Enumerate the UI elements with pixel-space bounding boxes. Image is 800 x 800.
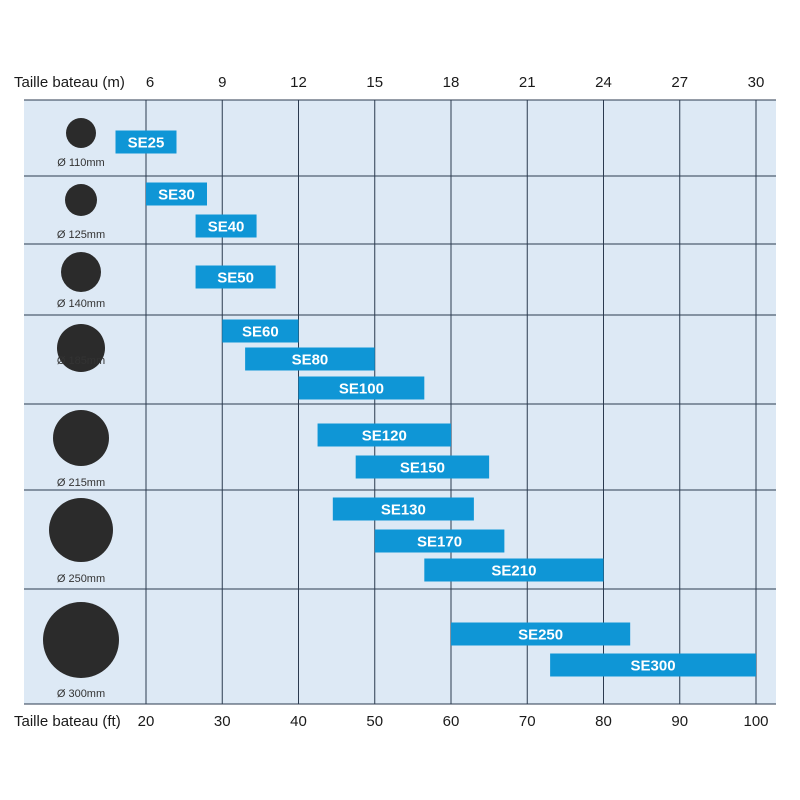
top-tick-label: 27: [671, 74, 688, 91]
bottom-tick-label: 60: [443, 713, 460, 730]
diameter-circle: [53, 410, 109, 466]
range-bar-label: SE300: [631, 658, 676, 675]
diameter-label: Ø 125mm: [57, 229, 105, 241]
range-bar-label: SE80: [292, 352, 329, 369]
diameter-label: Ø 110mm: [57, 157, 104, 169]
grid-layer: [24, 99, 776, 705]
diameter-label: Ø 140mm: [57, 298, 105, 310]
range-bar: [222, 319, 299, 343]
bottom-tick-label: 40: [290, 713, 307, 730]
top-axis-title: Taille bateau (m): [14, 74, 125, 91]
range-bar: [550, 653, 756, 677]
range-bar: [317, 423, 451, 447]
range-bar-label: SE210: [491, 563, 536, 580]
bottom-tick-label: 30: [214, 713, 231, 730]
range-bar-label: SE60: [242, 324, 279, 341]
diameter-circle: [57, 324, 105, 372]
bottom-tick-label: 90: [671, 713, 688, 730]
diameter-circle: [66, 118, 96, 148]
range-bar: [374, 529, 505, 553]
range-bar-label: SE25: [128, 135, 165, 152]
range-bar-label: SE50: [217, 270, 254, 287]
diameter-label: Ø 300mm: [57, 688, 105, 700]
diameter-label: Ø 215mm: [57, 477, 105, 489]
range-bar-label: SE150: [400, 460, 445, 477]
bottom-tick-label: 100: [743, 713, 768, 730]
diameter-circle: [43, 602, 119, 678]
range-bar: [146, 182, 207, 206]
range-bar: [355, 455, 490, 479]
top-tick-label: 9: [218, 74, 226, 91]
bottom-axis-title: Taille bateau (ft): [14, 713, 121, 730]
diameter-label: Ø 185mm: [57, 355, 105, 367]
range-bar: [245, 347, 375, 371]
diameter-circle: [49, 498, 113, 562]
diameter-circle: [61, 252, 101, 292]
range-bar: [332, 497, 474, 521]
top-tick-label: 12: [290, 74, 307, 91]
top-tick-label: 6: [146, 74, 154, 91]
top-tick-label: 15: [366, 74, 383, 91]
range-bar: [195, 265, 276, 289]
range-bar: [424, 558, 604, 582]
range-bar-label: SE120: [362, 428, 407, 445]
top-tick-label: 30: [748, 74, 765, 91]
range-bar: [195, 214, 257, 238]
top-tick-label: 21: [519, 74, 536, 91]
marks-layer: 6 9 12 15 18 21 24 27 30 20 30 40 50 60 70 80 90 100 Ø 110…: [43, 74, 769, 730]
bottom-tick-label: 20: [138, 713, 155, 730]
diameter-circle: [65, 184, 97, 216]
diameter-label: Ø 250mm: [57, 573, 105, 585]
bottom-tick-label: 50: [366, 713, 383, 730]
range-bar: [298, 376, 425, 400]
range-bar-label: SE30: [158, 187, 195, 204]
bottom-tick-label: 70: [519, 713, 536, 730]
range-bar-label: SE100: [339, 381, 384, 398]
plot-background: [24, 100, 776, 704]
top-tick-label: 24: [595, 74, 612, 91]
range-bar-label: SE40: [208, 219, 245, 236]
range-bar-label: SE130: [381, 502, 426, 519]
range-bar: [115, 130, 177, 154]
range-bar-label: SE170: [417, 534, 462, 551]
range-bar-label: SE250: [518, 627, 563, 644]
bottom-tick-label: 80: [595, 713, 612, 730]
range-bar: [451, 622, 631, 646]
top-tick-label: 18: [443, 74, 460, 91]
